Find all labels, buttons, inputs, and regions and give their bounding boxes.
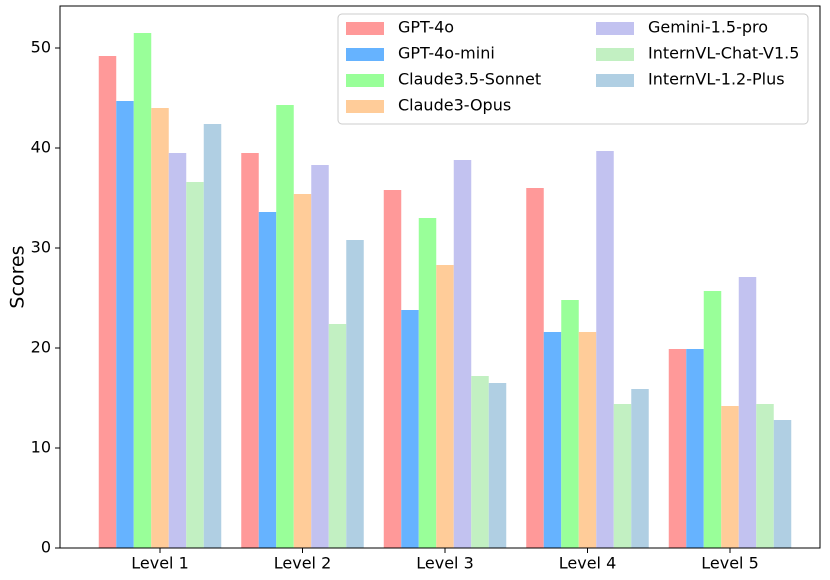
bar <box>241 153 259 548</box>
bar <box>276 105 294 548</box>
bar <box>668 349 687 548</box>
bar <box>346 240 364 548</box>
bar <box>436 265 454 548</box>
x-tick-label: Level 2 <box>274 554 332 573</box>
bar <box>116 101 134 548</box>
bar <box>453 160 472 548</box>
legend-swatch <box>346 74 384 87</box>
bar <box>613 404 632 548</box>
bar <box>258 212 277 548</box>
bar <box>311 165 329 548</box>
y-tick-label: 40 <box>31 138 51 157</box>
legend-label: InternVL-Chat-V1.5 <box>648 44 799 63</box>
bar <box>756 404 774 548</box>
legend-swatch <box>596 48 634 61</box>
legend-swatch <box>596 22 634 35</box>
bar <box>98 56 117 548</box>
x-tick-label: Level 1 <box>131 554 189 573</box>
bar <box>543 332 562 548</box>
y-tick-label: 10 <box>31 438 51 457</box>
bar <box>328 324 347 548</box>
y-axis-label: Scores <box>7 245 29 308</box>
bar <box>526 188 544 548</box>
bar <box>596 151 614 548</box>
bar <box>721 406 739 548</box>
bar <box>293 194 312 548</box>
legend-box <box>337 13 809 125</box>
legend-label: Gemini-1.5-pro <box>648 18 768 37</box>
bar <box>773 420 792 548</box>
bar <box>738 277 757 548</box>
bar <box>133 33 152 548</box>
bar <box>418 218 437 548</box>
bar <box>471 376 489 548</box>
x-tick-label: Level 5 <box>701 554 759 573</box>
y-tick-label: 30 <box>31 238 51 257</box>
bar <box>401 310 419 548</box>
x-tick-label: Level 3 <box>416 554 474 573</box>
legend-label: InternVL-1.2-Plus <box>648 70 785 89</box>
bar <box>686 349 704 548</box>
bar <box>631 389 649 548</box>
bar <box>578 332 597 548</box>
plot-frame <box>59 5 821 549</box>
y-tick-label: 0 <box>41 538 51 557</box>
y-tick-label: 50 <box>31 38 51 57</box>
legend-swatch <box>346 100 384 113</box>
bar <box>203 124 222 548</box>
bar <box>168 153 187 548</box>
legend-label: GPT-4o-mini <box>398 44 495 63</box>
bar <box>561 300 579 548</box>
legend-swatch <box>596 74 634 87</box>
bar <box>151 108 169 548</box>
legend-label: Claude3-Opus <box>398 96 511 115</box>
y-tick-label: 20 <box>31 338 51 357</box>
bar <box>383 190 402 548</box>
legend-label: Claude3.5-Sonnet <box>398 70 541 89</box>
legend-label: GPT-4o <box>398 18 454 37</box>
x-tick-label: Level 4 <box>559 554 617 573</box>
legend-swatch <box>346 22 384 35</box>
bar <box>703 291 722 548</box>
bar <box>488 383 507 548</box>
bar <box>186 182 204 548</box>
legend-swatch <box>346 48 384 61</box>
